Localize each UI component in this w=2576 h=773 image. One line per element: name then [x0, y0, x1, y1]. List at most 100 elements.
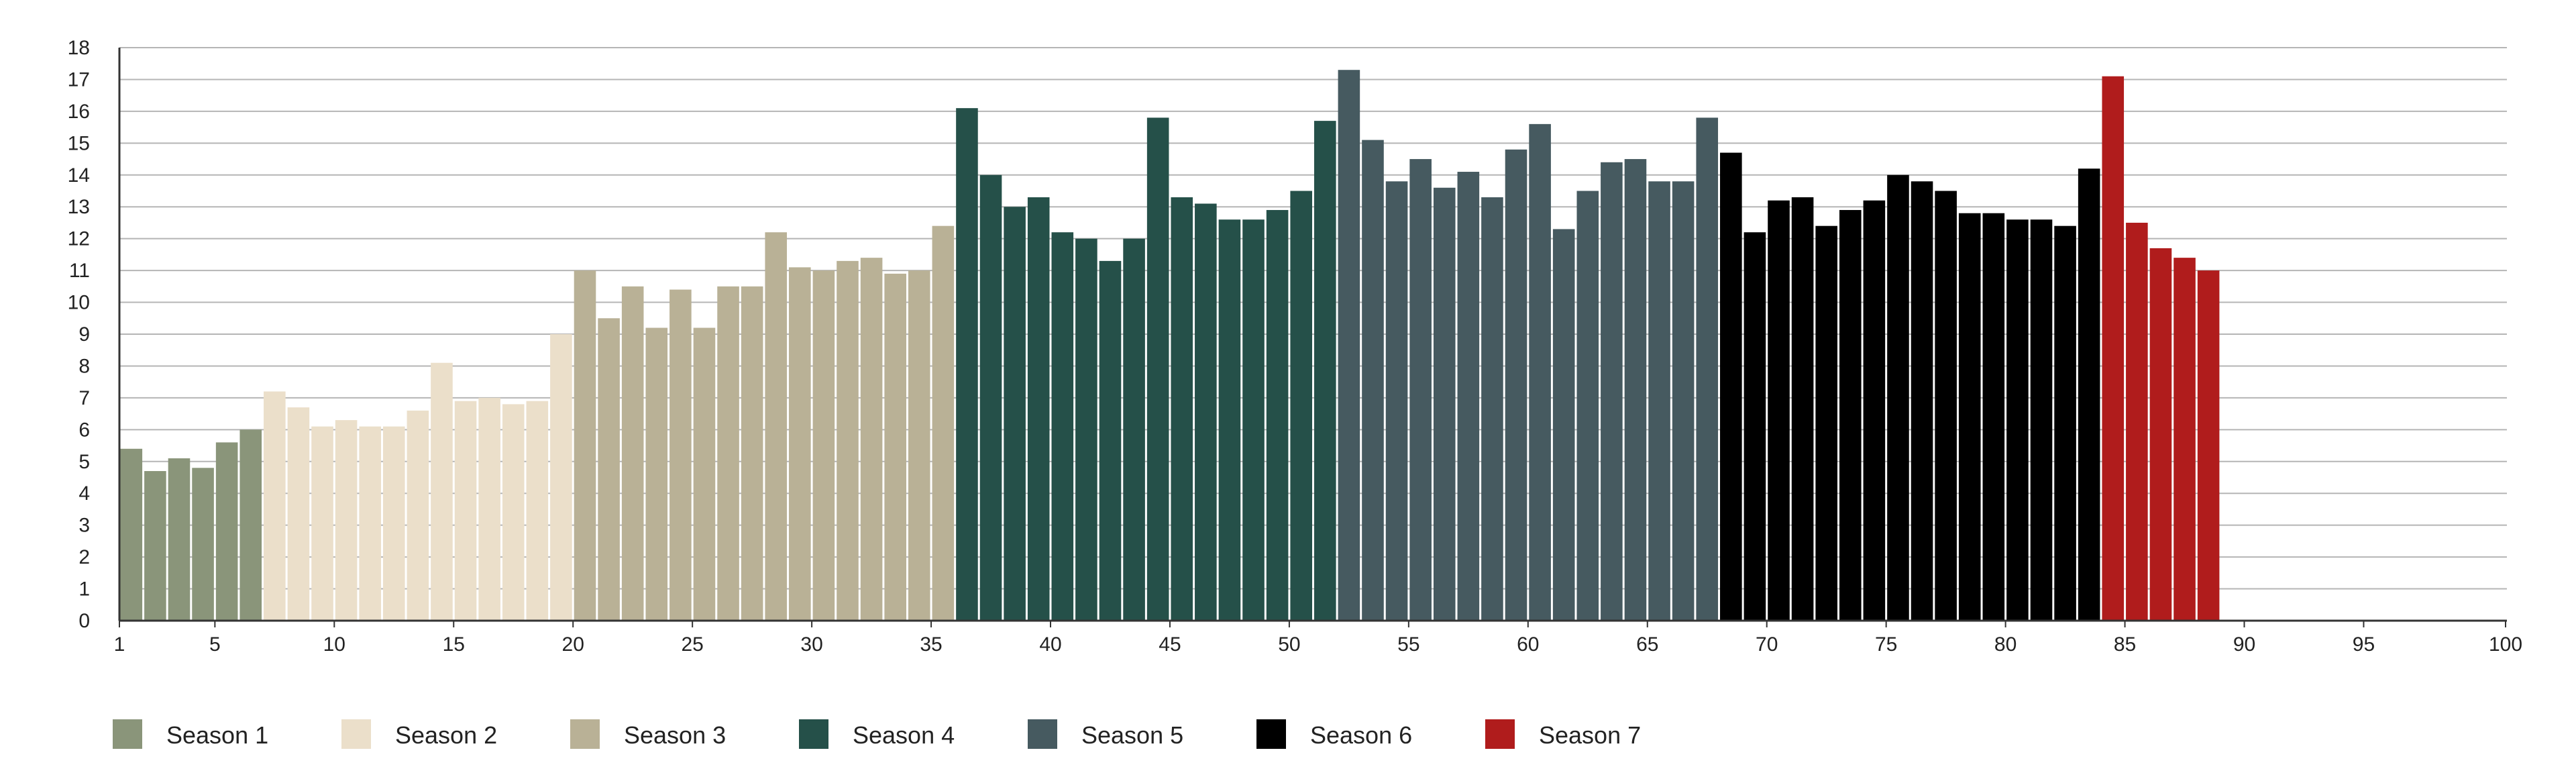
- y-tick-label-2: 2: [78, 546, 90, 568]
- legend-swatch: [570, 719, 600, 749]
- bar-episode-31: [837, 260, 859, 621]
- bar-episode-40: [1051, 232, 1074, 621]
- y-tick-label-16: 16: [68, 101, 90, 123]
- bar-episode-18: [526, 401, 549, 621]
- legend: Season 1 Season 2 Season 3 Season 4 Season 5…: [113, 719, 1641, 749]
- bar-episode-11: [359, 426, 381, 621]
- bar-episode-34: [908, 270, 930, 621]
- y-tick-label-10: 10: [68, 292, 90, 314]
- bar-episode-27: [741, 286, 763, 621]
- bar-episode-70: [1768, 200, 1790, 621]
- bar-episode-41: [1075, 238, 1097, 621]
- y-tick-label-13: 13: [68, 196, 90, 218]
- y-tick-label-14: 14: [68, 164, 90, 187]
- x-tick-label-50: 50: [1278, 633, 1300, 656]
- bar-episode-60: [1529, 123, 1551, 621]
- x-tick-label-85: 85: [2114, 633, 2136, 656]
- y-tick-label-18: 18: [68, 37, 90, 59]
- legend-label: Season 1: [166, 721, 268, 749]
- legend-swatch: [341, 719, 371, 749]
- x-tick-label-5: 5: [209, 633, 221, 656]
- bar-episode-2: [144, 471, 166, 621]
- bar-episode-61: [1552, 229, 1575, 621]
- bar-episode-63: [1601, 162, 1623, 621]
- y-tick-label-1: 1: [78, 578, 90, 601]
- x-tick-label-60: 60: [1517, 633, 1539, 656]
- bar-episode-72: [1815, 225, 1837, 621]
- bar-episode-83: [2078, 168, 2100, 621]
- x-tick-label-15: 15: [443, 633, 465, 656]
- bar-episode-69: [1743, 232, 1766, 621]
- legend-swatch: [799, 719, 828, 749]
- bar-episode-35: [932, 225, 955, 621]
- bar-episode-9: [311, 426, 333, 621]
- bar-episode-30: [812, 270, 835, 621]
- legend-swatch: [113, 719, 142, 749]
- legend-swatch: [1256, 719, 1286, 749]
- bar-episode-85: [2126, 222, 2148, 621]
- y-tick-label-6: 6: [78, 419, 90, 441]
- bar-episode-74: [1863, 200, 1886, 621]
- bar-episode-17: [502, 404, 525, 621]
- bar-episode-67: [1696, 117, 1719, 621]
- bar-episode-88: [2197, 270, 2220, 621]
- bar-episode-66: [1672, 181, 1695, 621]
- bar-episode-55: [1409, 159, 1432, 621]
- legend-item-season-2: Season 2: [341, 719, 497, 749]
- x-tick-label-1: 1: [114, 633, 125, 656]
- bar-episode-84: [2102, 76, 2125, 621]
- bar-episode-56: [1433, 187, 1456, 621]
- bar-episode-10: [335, 420, 358, 621]
- y-tick-label-3: 3: [78, 515, 90, 537]
- bar-episode-42: [1099, 260, 1122, 621]
- bar-episode-76: [1911, 181, 1933, 621]
- x-tick-label-100: 100: [2489, 633, 2522, 656]
- x-tick-label-55: 55: [1397, 633, 1419, 656]
- bar-episode-82: [2054, 225, 2076, 621]
- bar-episode-86: [2149, 248, 2172, 621]
- axes: [118, 48, 2507, 627]
- bar-episode-39: [1027, 197, 1050, 621]
- x-tick-label-95: 95: [2353, 633, 2375, 656]
- bar-episode-77: [1935, 191, 1957, 621]
- x-tick-label-65: 65: [1636, 633, 1658, 656]
- bar-episode-43: [1123, 238, 1145, 621]
- bar-episode-23: [645, 327, 668, 621]
- bar-episode-1: [120, 448, 143, 621]
- bar-episode-28: [765, 232, 788, 621]
- bar-episode-87: [2174, 258, 2196, 621]
- bar-episode-16: [478, 397, 500, 621]
- x-tick-label-80: 80: [1994, 633, 2017, 656]
- bar-episode-68: [1720, 152, 1742, 621]
- x-tick-label-40: 40: [1039, 633, 1061, 656]
- bar-episode-73: [1839, 209, 1862, 621]
- bar-episode-80: [2006, 219, 2029, 621]
- bar-episode-5: [215, 442, 238, 621]
- bar-episode-24: [669, 289, 692, 621]
- bar-episode-19: [550, 334, 572, 621]
- x-tick-label-35: 35: [920, 633, 942, 656]
- legend-label: Season 2: [395, 721, 497, 749]
- bar-episode-22: [621, 286, 644, 621]
- legend-item-season-6: Season 6: [1256, 719, 1412, 749]
- legend-swatch: [1028, 719, 1057, 749]
- bar-episode-14: [431, 362, 453, 621]
- bar-episode-8: [287, 407, 310, 621]
- bar-episode-78: [1958, 213, 1981, 621]
- bar-episode-13: [407, 410, 429, 621]
- bar-episode-26: [717, 286, 739, 621]
- x-tick-label-70: 70: [1756, 633, 1778, 656]
- bar-episode-6: [239, 429, 262, 621]
- bar-episode-15: [454, 401, 477, 621]
- bar-episode-45: [1171, 197, 1193, 621]
- bar-episode-65: [1648, 181, 1670, 621]
- bar-episode-7: [264, 391, 286, 621]
- y-tick-label-5: 5: [78, 451, 90, 473]
- y-tick-label-15: 15: [68, 132, 90, 154]
- bar-episode-79: [1982, 213, 2005, 621]
- grid-lines: [119, 47, 2507, 590]
- bar-episode-44: [1146, 117, 1169, 621]
- y-tick-label-4: 4: [78, 482, 90, 505]
- bar-episode-4: [192, 468, 214, 621]
